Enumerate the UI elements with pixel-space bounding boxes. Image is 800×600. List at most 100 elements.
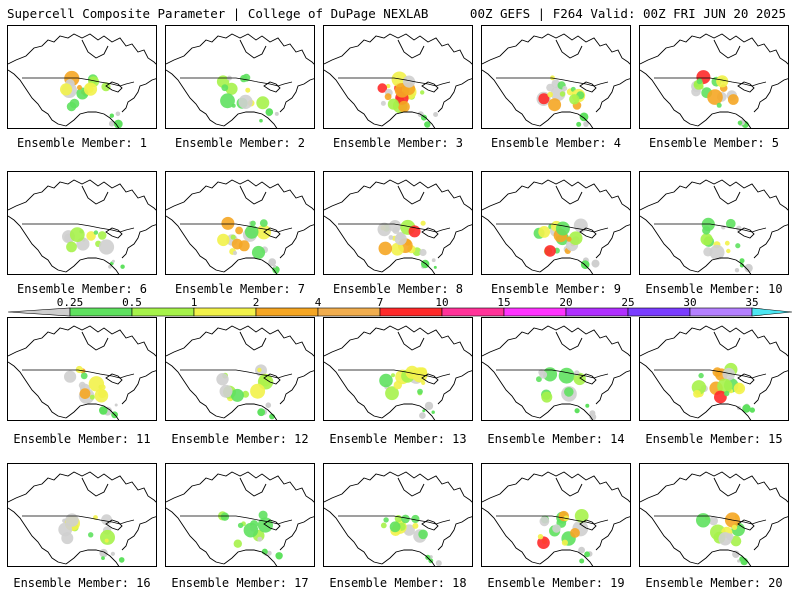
north-america-map	[324, 325, 472, 420]
parameter-contour-blob	[417, 388, 423, 395]
ensemble-map-panel	[481, 317, 631, 421]
parameter-contour-blob	[251, 245, 266, 260]
coastline	[166, 361, 225, 419]
parameter-contour-blob	[433, 265, 437, 269]
parameter-contour-blob	[552, 524, 561, 533]
parameter-contour-blob	[712, 367, 723, 377]
coastline	[595, 78, 630, 113]
parameter-contour-blob	[424, 401, 434, 411]
coastline	[279, 78, 314, 113]
coastline	[437, 516, 472, 551]
coastline	[713, 331, 741, 351]
parameter-contour-blob	[698, 84, 704, 90]
coastline	[65, 257, 120, 274]
scale-tick-label: 4	[314, 296, 322, 309]
coastline	[753, 78, 788, 113]
ensemble-member-label: Ensemble Member: 7	[174, 282, 306, 296]
parameter-contour-blob	[221, 216, 235, 230]
coastline	[239, 185, 267, 205]
coastline	[121, 516, 156, 551]
coastline	[397, 39, 425, 59]
ensemble-member-label: Ensemble Member: 14	[487, 432, 625, 446]
parameter-contour-blob	[707, 89, 723, 105]
parameter-contour-blob	[579, 558, 585, 564]
scale-tick-label: 20	[559, 296, 573, 309]
parameter-contour-blob	[547, 91, 553, 98]
north-america-map	[8, 179, 156, 274]
parameter-contour-blob	[216, 373, 229, 386]
ensemble-map-panel	[323, 171, 473, 275]
parameter-contour-blob	[420, 220, 426, 226]
scale-segment	[441, 307, 505, 317]
parameter-contour-blob	[693, 390, 701, 398]
parameter-contour-blob	[94, 388, 109, 403]
ensemble-map-panel	[639, 317, 789, 421]
coastline	[166, 325, 314, 357]
coastline	[539, 549, 594, 566]
parameter-contour-blob	[734, 268, 740, 273]
coastline	[579, 227, 597, 239]
parameter-contour-blob	[419, 248, 427, 257]
parameter-contour-blob	[722, 367, 736, 381]
border-line	[22, 223, 135, 233]
border-line	[338, 223, 451, 233]
parameter-contour-blob	[435, 560, 442, 566]
parameter-contour-blob	[235, 226, 243, 235]
scale-segment	[131, 307, 195, 317]
parameter-contour-blob	[576, 121, 582, 127]
coastline	[437, 370, 472, 405]
parameter-contour-blob	[250, 383, 266, 399]
scale-segment	[317, 307, 381, 317]
coastline	[595, 370, 630, 405]
parameter-contour-blob	[266, 550, 272, 556]
coastline	[397, 477, 425, 497]
coastline	[381, 403, 436, 420]
parameter-contour-blob	[735, 243, 741, 249]
coastline	[105, 227, 123, 239]
coastline	[753, 370, 788, 405]
border-line	[180, 515, 293, 525]
coastline	[166, 507, 225, 565]
coastline	[263, 227, 281, 239]
north-america-map	[166, 33, 314, 128]
coastline	[397, 331, 425, 351]
parameter-contour-blob	[219, 384, 233, 398]
parameter-contour-blob	[113, 119, 123, 128]
ensemble-member-label: Ensemble Member: 19	[487, 576, 625, 590]
parameter-contour-blob	[232, 250, 238, 256]
ensemble-member-label: Ensemble Member: 10	[645, 282, 783, 296]
parameter-contour-blob	[273, 264, 277, 268]
parameter-contour-blob	[749, 407, 755, 413]
parameter-contour-blob	[120, 264, 125, 269]
parameter-contour-blob	[108, 120, 115, 127]
coastline	[640, 507, 699, 565]
ensemble-member-label: Ensemble Member: 6	[16, 282, 148, 296]
parameter-contour-blob	[93, 230, 99, 235]
parameter-contour-blob	[108, 265, 112, 269]
model-valid-time: 00Z GEFS | F264 Valid: 00Z FRI JUN 20 20…	[469, 6, 786, 21]
ensemble-map-panel	[165, 25, 315, 129]
parameter-contour-blob	[259, 118, 263, 123]
coastline	[539, 111, 594, 128]
parameter-contour-blob	[537, 536, 550, 549]
coastline	[81, 39, 109, 59]
coastline	[381, 111, 436, 128]
parameter-contour-blob	[739, 263, 745, 268]
scale-tick-label: 35	[745, 296, 759, 309]
scale-segment	[627, 307, 691, 317]
parameter-contour-blob	[244, 225, 259, 239]
ensemble-member-label: Ensemble Member: 16	[13, 576, 151, 590]
north-america-map	[8, 325, 156, 420]
parameter-contour-blob	[259, 219, 268, 227]
north-america-map	[482, 325, 630, 420]
parameter-contour-blob	[275, 552, 283, 560]
parameter-contour-blob	[384, 93, 392, 101]
parameter-contour-blob	[401, 514, 410, 524]
coastline	[223, 403, 278, 420]
coastline	[166, 179, 314, 211]
parameter-contour-blob	[433, 112, 439, 117]
parameter-contour-blob	[584, 551, 590, 558]
parameter-contour-blob	[88, 532, 94, 538]
border-line	[338, 515, 451, 525]
ensemble-map-panel	[7, 317, 157, 421]
